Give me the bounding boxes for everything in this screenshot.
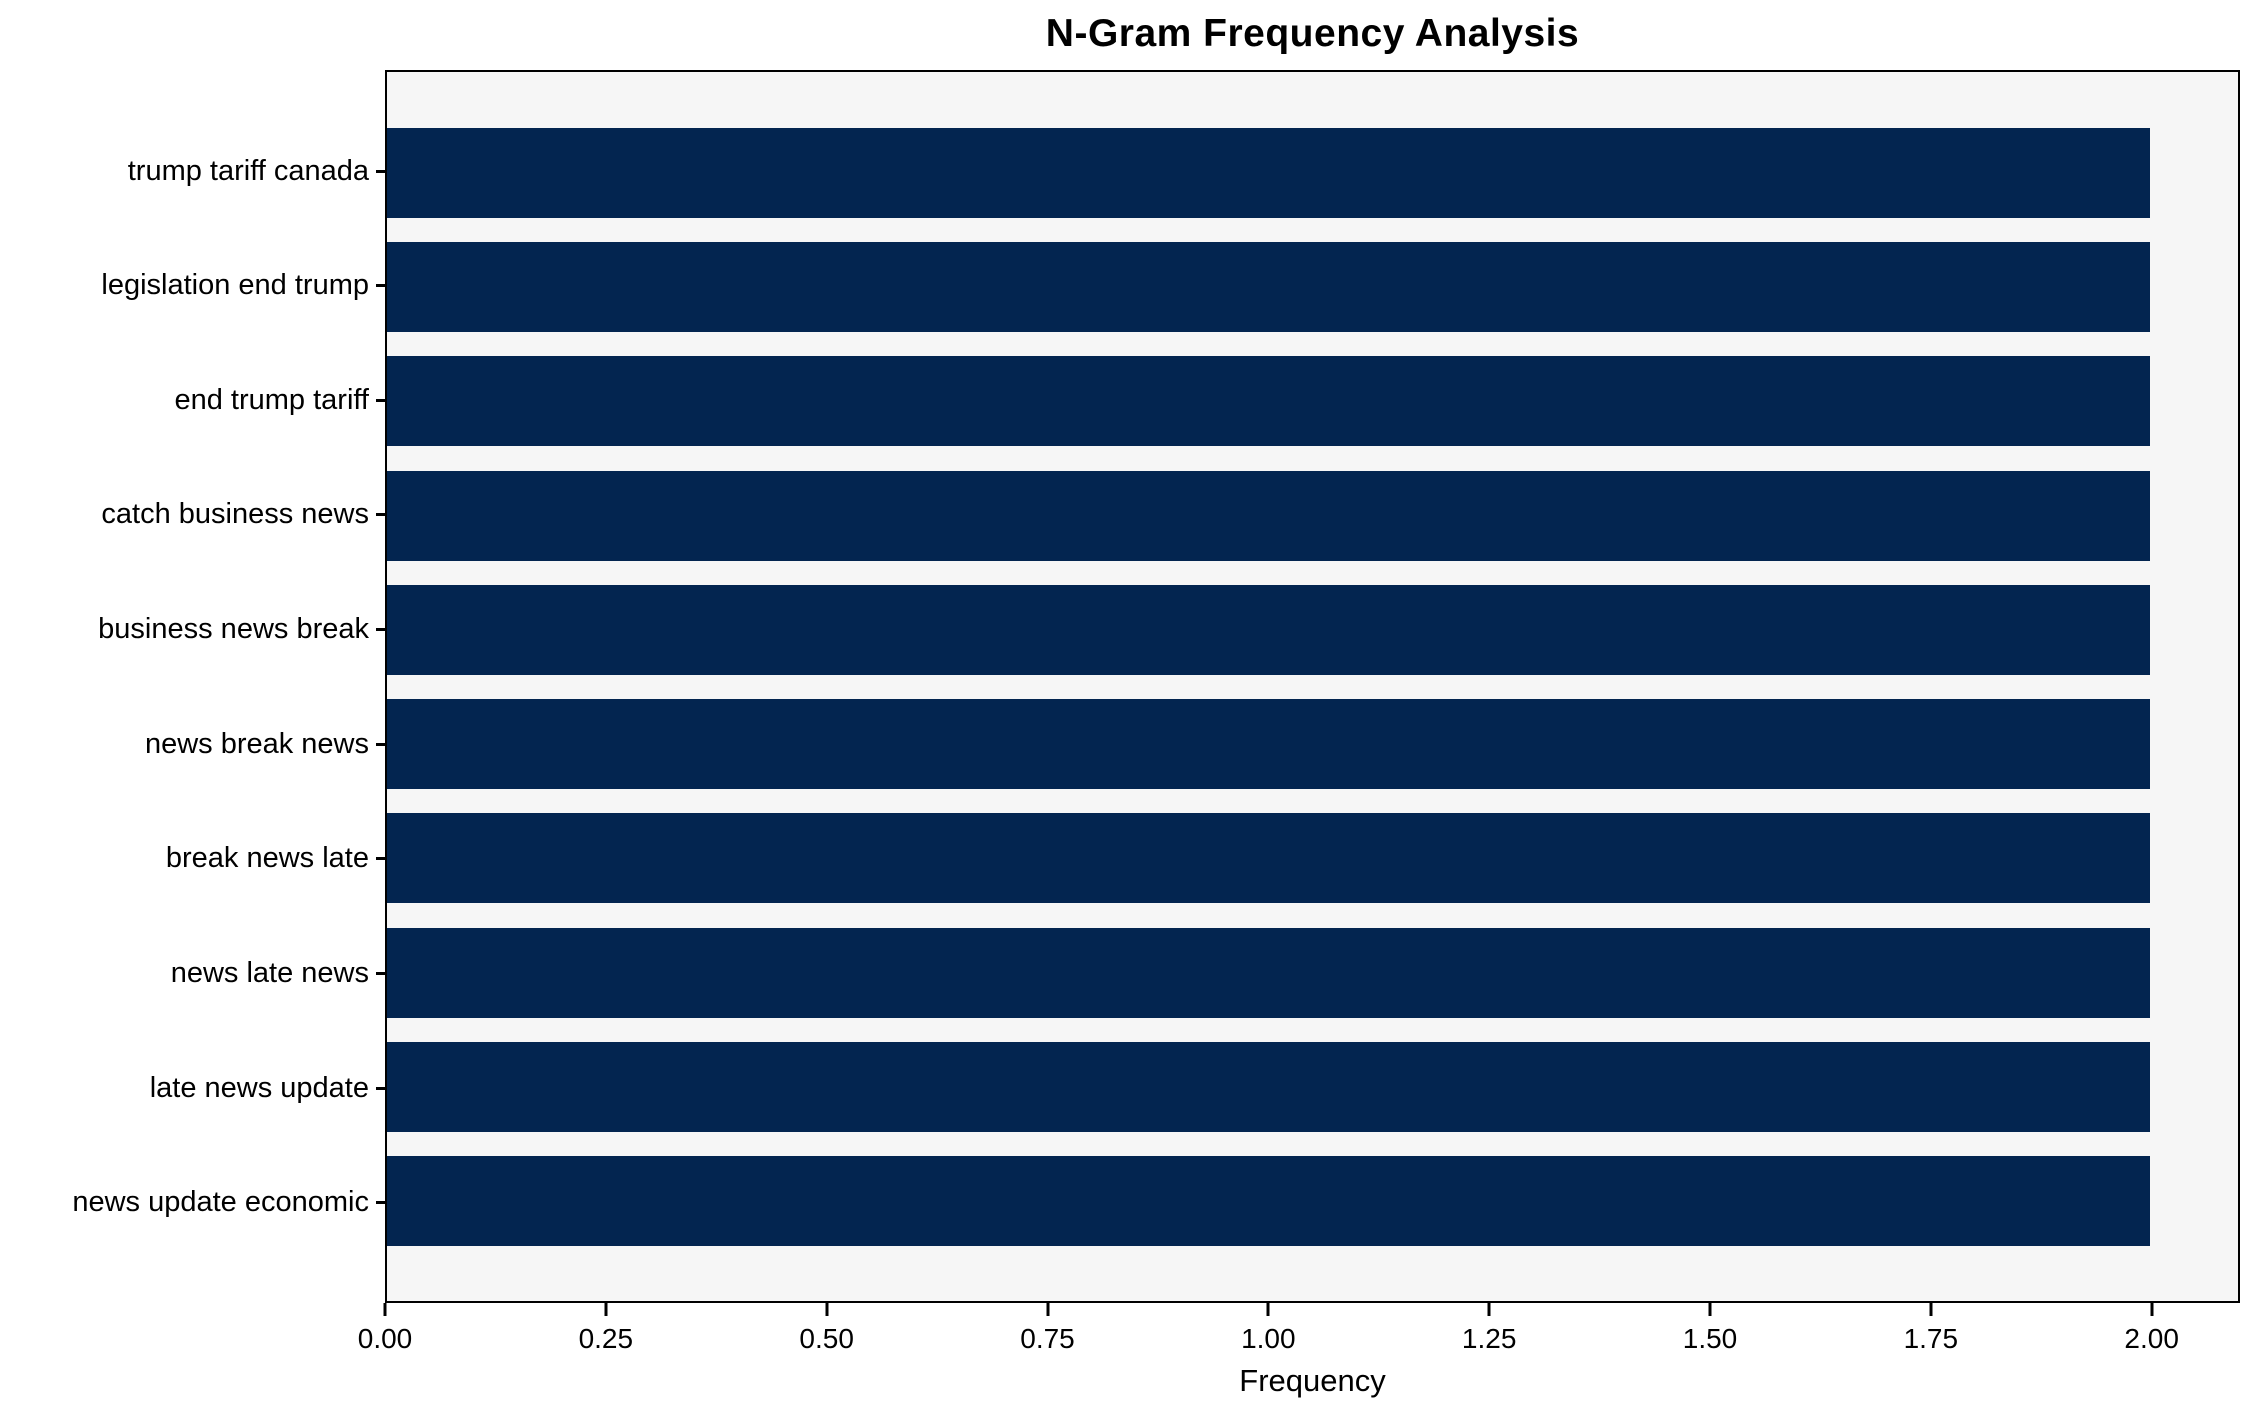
y-tick-label: legislation end trump	[101, 269, 369, 302]
bar	[387, 1041, 2150, 1132]
x-tick-label: 1.25	[1461, 1323, 1517, 1354]
chart-title: N-Gram Frequency Analysis	[1045, 12, 1580, 55]
y-tick-label: late news update	[149, 1071, 369, 1104]
bar	[387, 356, 2150, 447]
y-tick-row: news break news	[0, 699, 385, 789]
y-tick-label: catch business news	[101, 498, 369, 531]
y-tick-mark	[376, 513, 385, 517]
bar	[387, 1155, 2150, 1246]
y-tick-row: catch business news	[0, 470, 385, 560]
x-tick-mark	[1266, 1303, 1270, 1316]
y-tick-row: end trump tariff	[0, 355, 385, 445]
y-tick-row: news update economic	[0, 1158, 385, 1248]
x-tick-mark	[2150, 1303, 2154, 1316]
x-tick-label: 2.00	[2124, 1323, 2179, 1354]
bar	[387, 128, 2150, 218]
x-tick-label: 0.75	[1020, 1323, 1075, 1354]
x-tick-mark	[1708, 1303, 1712, 1316]
bar-row	[387, 470, 2238, 561]
y-tick-label: news late news	[170, 957, 369, 990]
x-tick-mark	[1487, 1303, 1491, 1316]
bar-row	[387, 356, 2238, 447]
bar	[387, 927, 2150, 1018]
y-tick-mark	[376, 169, 385, 173]
bar	[387, 242, 2150, 333]
y-tick-row: late news update	[0, 1043, 385, 1133]
x-tick-label: 1.00	[1241, 1323, 1296, 1354]
x-axis-title: Frequency	[1239, 1363, 1386, 1398]
x-tick-mark	[604, 1303, 608, 1316]
bar-row	[387, 128, 2238, 218]
y-tick-mark	[376, 857, 385, 861]
x-tick-label: 0.25	[578, 1323, 634, 1354]
y-tick-label: news update economic	[72, 1186, 369, 1219]
bar	[387, 584, 2150, 675]
bar	[387, 699, 2150, 790]
x-tick-mark	[383, 1303, 387, 1316]
y-tick-label: news break news	[144, 727, 369, 760]
x-tick-label: 0.00	[357, 1323, 413, 1354]
bar	[387, 470, 2150, 561]
x-tick-mark	[825, 1303, 829, 1316]
y-tick-mark	[376, 1201, 385, 1205]
bar-row	[387, 813, 2238, 904]
bar-row	[387, 1155, 2238, 1246]
y-tick-label: business news break	[98, 613, 369, 646]
y-tick-mark	[376, 742, 385, 746]
y-tick-mark	[376, 398, 385, 402]
y-tick-mark	[376, 1086, 385, 1090]
y-tick-row: trump tariff canada	[0, 126, 385, 216]
y-tick-mark	[376, 972, 385, 976]
y-tick-label: trump tariff canada	[127, 154, 369, 187]
x-tick-label: 0.50	[799, 1323, 854, 1354]
y-tick-label: end trump tariff	[174, 383, 369, 416]
bar-row	[387, 927, 2238, 1018]
plot-area	[385, 70, 2240, 1303]
y-tick-mark	[376, 628, 385, 632]
bars-container	[387, 72, 2238, 1301]
y-axis-labels: trump tariff canada legislation end trump…	[0, 70, 385, 1303]
y-tick-row: break news late	[0, 814, 385, 904]
bar-row	[387, 242, 2238, 333]
x-axis: 0.00 0.25 0.50 0.75 1.00 1.25 1.50 1.75 2.00	[358, 1303, 2240, 1373]
bar	[387, 813, 2150, 904]
x-tick-label: 1.75	[1903, 1323, 1959, 1354]
bar-row	[387, 1041, 2238, 1132]
x-tick-mark	[1046, 1303, 1049, 1316]
y-tick-label: break news late	[165, 842, 369, 875]
y-tick-row: legislation end trump	[0, 241, 385, 331]
y-tick-mark	[376, 284, 385, 288]
bar-row	[387, 699, 2238, 790]
y-tick-row: news late news	[0, 929, 385, 1019]
x-tick-mark	[1929, 1303, 1933, 1316]
bar-row	[387, 584, 2238, 675]
y-tick-row: business news break	[0, 585, 385, 675]
x-tick-label: 1.50	[1682, 1323, 1738, 1354]
